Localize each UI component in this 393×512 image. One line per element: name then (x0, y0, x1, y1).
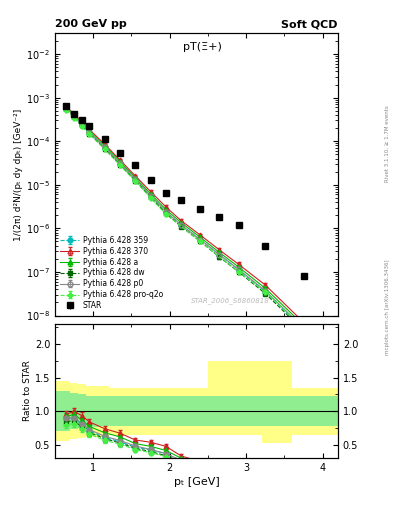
Text: 200 GeV pp: 200 GeV pp (55, 19, 127, 29)
Y-axis label: Ratio to STAR: Ratio to STAR (23, 360, 32, 421)
Text: STAR_2006_S6860818: STAR_2006_S6860818 (191, 297, 270, 304)
Text: Rivet 3.1.10, ≥ 1.7M events: Rivet 3.1.10, ≥ 1.7M events (385, 105, 389, 182)
Y-axis label: 1/(2π) d²N/(pₜ dy dpₜ) [GeV⁻²]: 1/(2π) d²N/(pₜ dy dpₜ) [GeV⁻²] (14, 108, 23, 241)
Text: mcplots.cern.ch [arXiv:1306.3436]: mcplots.cern.ch [arXiv:1306.3436] (385, 260, 389, 355)
Legend: Pythia 6.428 359, Pythia 6.428 370, Pythia 6.428 a, Pythia 6.428 dw, Pythia 6.42: Pythia 6.428 359, Pythia 6.428 370, Pyth… (57, 232, 166, 313)
Text: Soft QCD: Soft QCD (281, 19, 338, 29)
X-axis label: pₜ [GeV]: pₜ [GeV] (174, 477, 219, 487)
Text: pT(Ξ+): pT(Ξ+) (183, 42, 222, 52)
